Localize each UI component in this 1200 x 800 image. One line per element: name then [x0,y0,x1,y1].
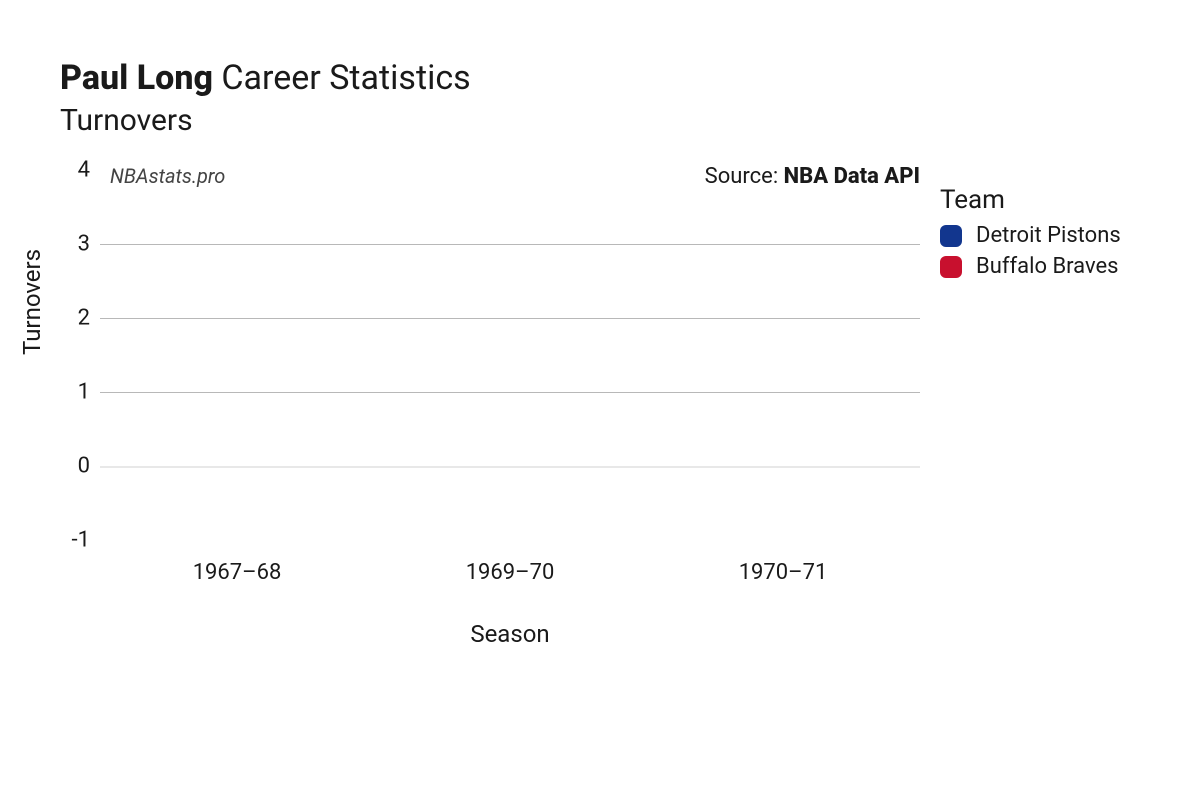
legend-item: Detroit Pistons [940,223,1121,248]
xtick-label: 1970–71 [739,560,828,585]
x-axis-title-text: Season [470,620,549,648]
title-suffix: Career Statistics [213,58,471,98]
legend-swatch [940,225,962,247]
y-axis-title: Turnovers [18,249,46,355]
source-attribution: Source: NBA Data API [705,164,920,189]
watermark: NBAstats.pro [110,164,225,188]
legend-title: Team [940,185,1121,215]
legend-item-label: Buffalo Braves [976,254,1119,279]
gridline [100,392,920,393]
chart-title: Paul Long Career Statistics [60,60,471,97]
legend-swatch [940,256,962,278]
gridline-zero [100,466,920,468]
xtick-label: 1969–70 [466,560,555,585]
gridline [100,244,920,245]
x-axis-title: Season [470,620,549,648]
chart-subtitle: Turnovers [60,103,471,138]
player-name: Paul Long [60,58,213,98]
plot-area: 4 3 2 1 0 -1 1967–68 1969–70 1970–71 NBA… [100,170,920,540]
legend-item: Buffalo Braves [940,254,1121,279]
y-axis-title-text: Turnovers [18,249,46,355]
source-prefix: Source: [705,164,784,189]
ytick-label: -1 [45,528,90,553]
ytick-label: 1 [60,380,90,405]
title-block: Paul Long Career Statistics Turnovers [60,60,471,138]
chart-container: Paul Long Career Statistics Turnovers Tu… [0,0,1200,800]
ytick-label: 2 [60,306,90,331]
ytick-label: 0 [60,454,90,479]
ytick-label: 4 [60,158,90,183]
gridline [100,318,920,319]
legend-item-label: Detroit Pistons [976,223,1121,248]
ytick-label: 3 [60,232,90,257]
source-name: NBA Data API [784,164,920,189]
legend: Team Detroit Pistons Buffalo Braves [940,185,1121,279]
xtick-label: 1967–68 [193,560,282,585]
